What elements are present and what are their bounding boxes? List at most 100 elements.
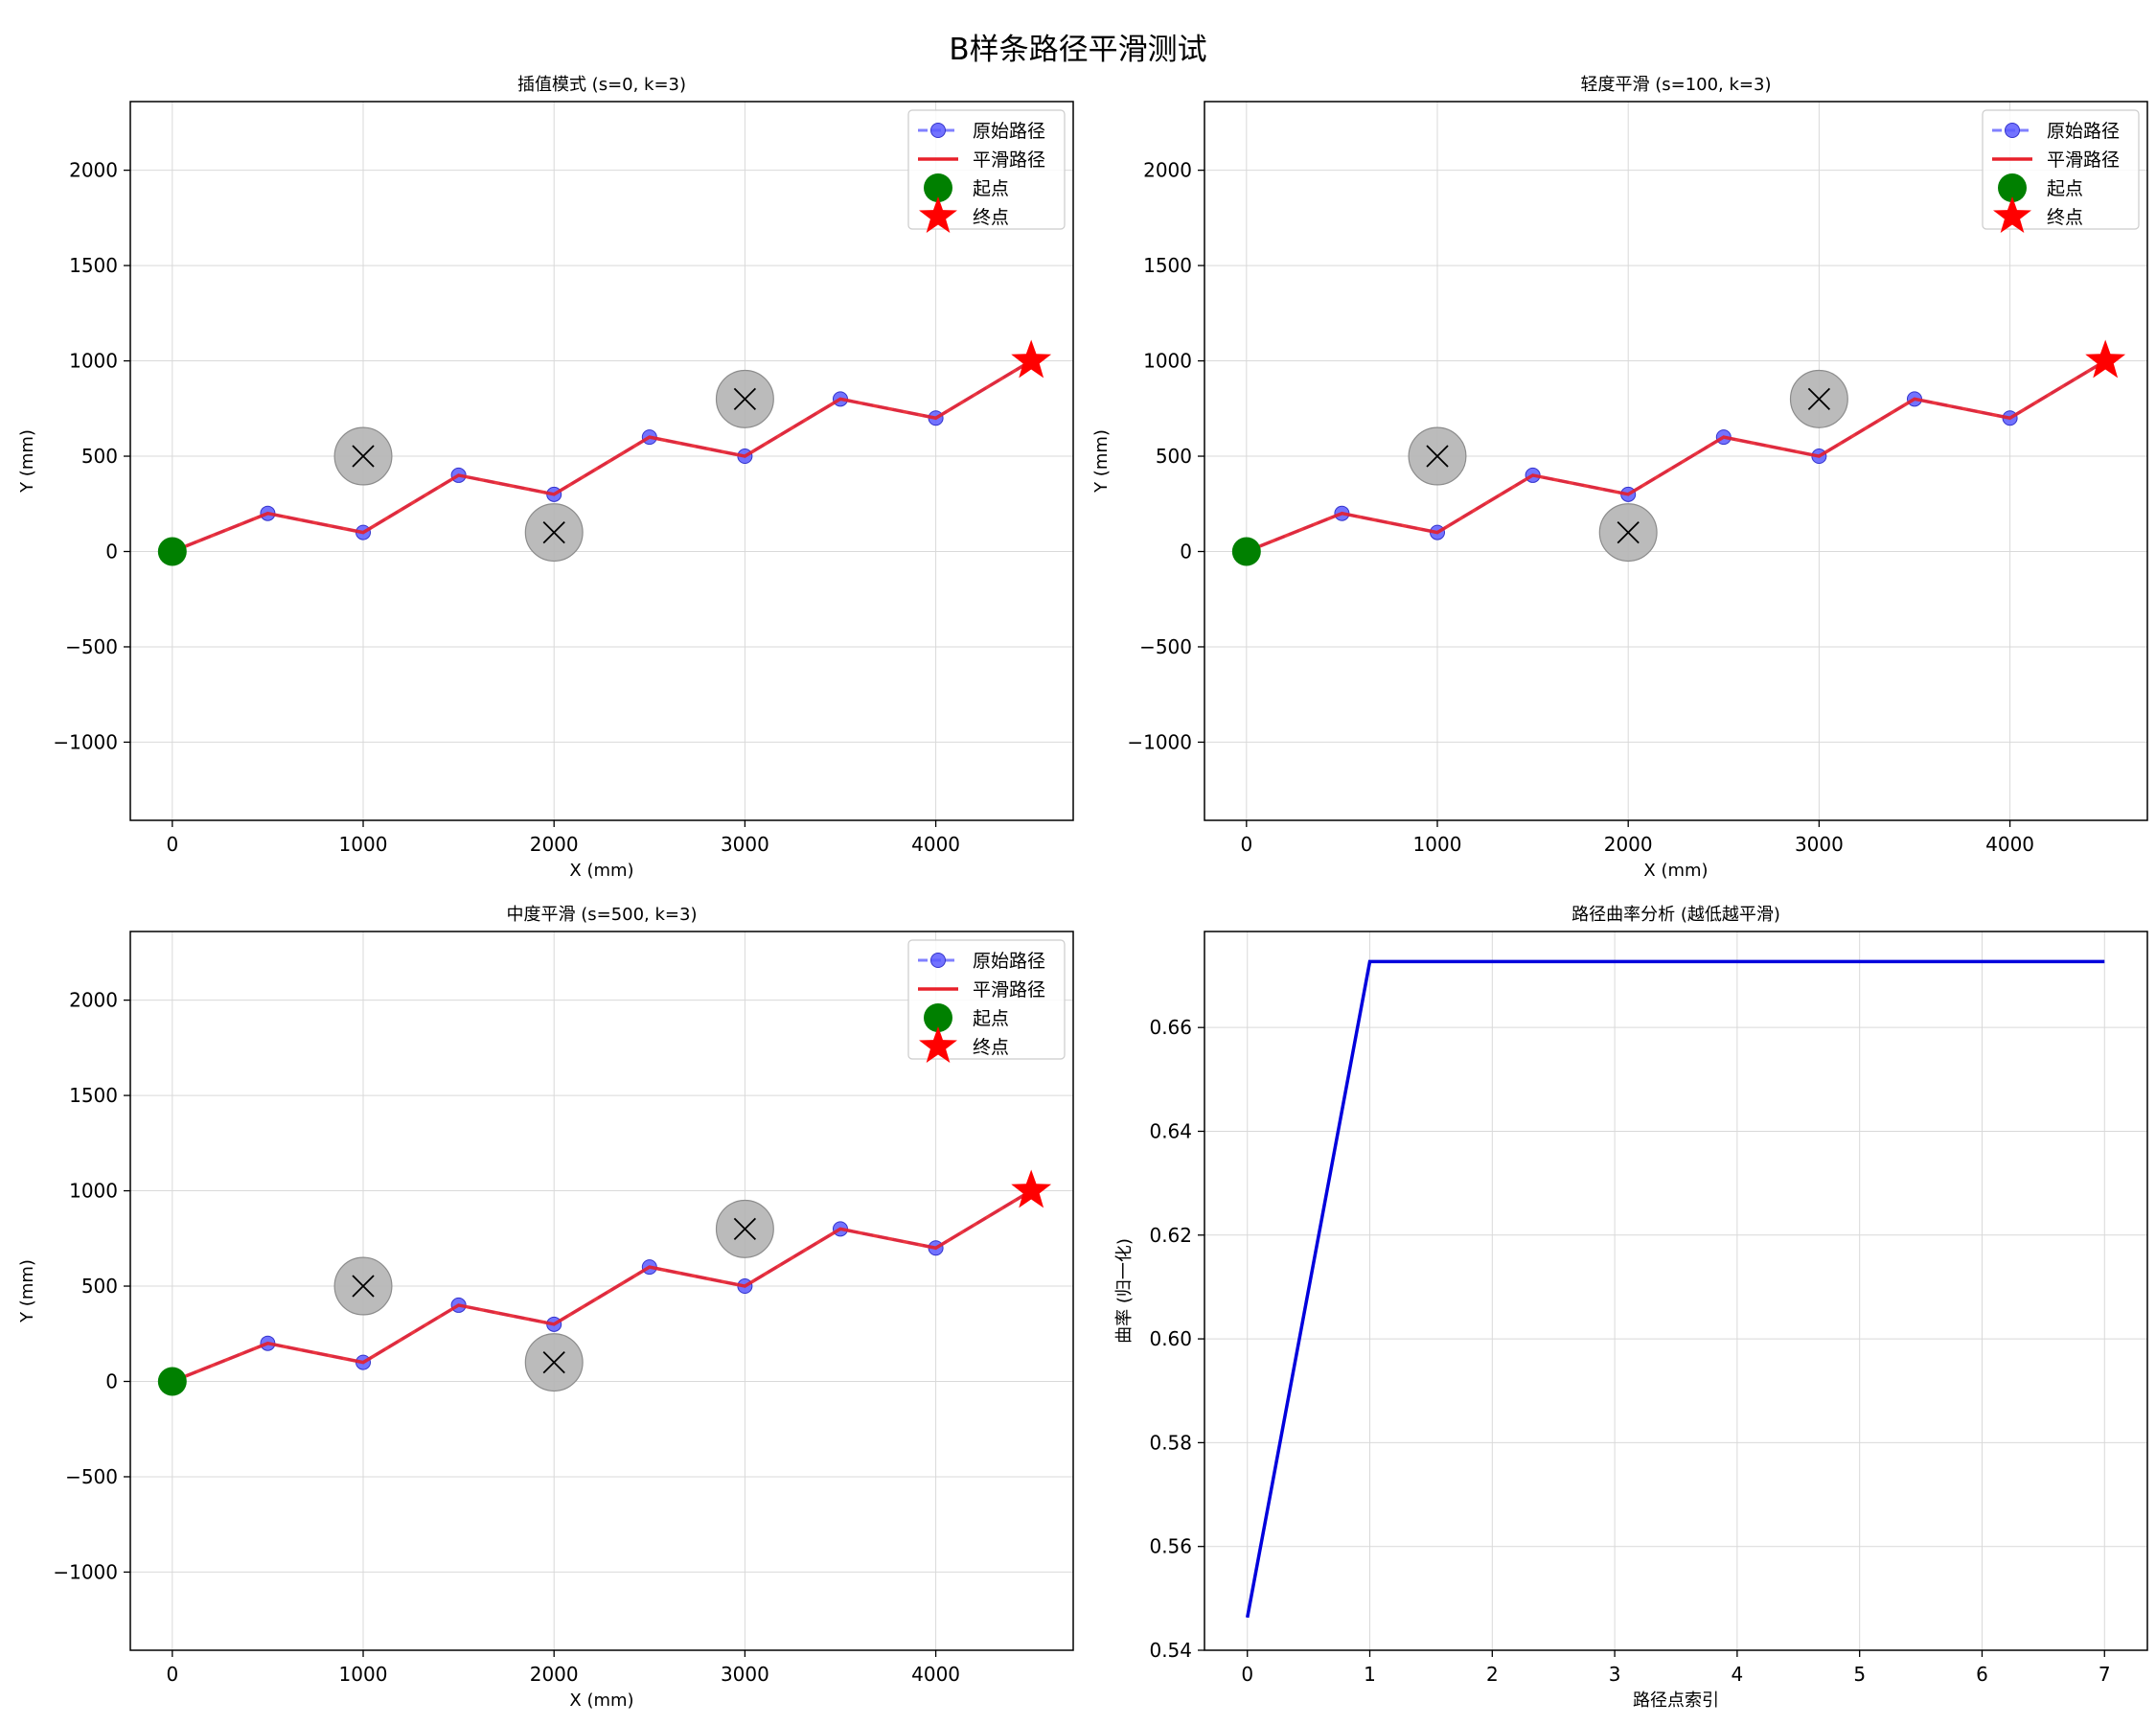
y-tick-label: 2000 [1143, 159, 1192, 182]
subplot-light-smoothing: 0 1000 2000 3000 4000 −1000 −500 0 500 1000 1500 20… [1091, 75, 2148, 881]
x-tick-label: 2000 [530, 833, 579, 856]
x-tick-label: 2000 [1604, 833, 1653, 856]
plot-area [1246, 959, 2105, 1619]
obstacle-center-mark [733, 387, 757, 410]
y-tick-label: −1000 [53, 730, 118, 753]
figure-title: B样条路径平滑测试 [949, 33, 1206, 67]
plot-area [157, 1169, 1052, 1396]
obstacle-center-mark [733, 1217, 757, 1240]
legend-end-label: 终点 [973, 1037, 1009, 1058]
legend-smoothed-label: 平滑路径 [973, 979, 1045, 1000]
subplot-title: 路径曲率分析 (越低越平滑) [1571, 905, 1780, 925]
x-axis-label: X (mm) [569, 861, 633, 881]
legend-end-label: 终点 [2047, 207, 2083, 228]
y-tick-label: −1000 [1127, 730, 1192, 753]
start-point [157, 537, 187, 566]
x-tick-label: 2 [1486, 1663, 1499, 1686]
y-axis-label: Y (mm) [17, 429, 37, 494]
legend-end-marker [919, 196, 957, 233]
subplot-title: 中度平滑 (s=500, k=3) [507, 905, 698, 925]
obstacle-center-mark [352, 1275, 375, 1298]
x-tick-label: 4000 [911, 833, 960, 856]
grid [1204, 932, 2147, 1651]
y-tick-label: 0.56 [1149, 1535, 1192, 1558]
y-tick-label: 0.62 [1149, 1224, 1192, 1247]
grid [130, 102, 1073, 820]
x-tick-label: 0 [166, 1663, 178, 1686]
x-axis-label: X (mm) [1643, 861, 1708, 881]
obstacle-center-mark [542, 520, 565, 544]
smoothed-path-line [172, 1189, 1033, 1384]
y-axis-label: Y (mm) [1091, 429, 1112, 494]
axes-frame [129, 931, 1074, 1651]
smoothed-path-line [1246, 359, 2107, 554]
y-tick-label: 1500 [69, 1084, 118, 1107]
legend-original-marker [2005, 123, 2020, 138]
plot-area [157, 339, 1052, 566]
x-tick-label: 6 [1976, 1663, 1988, 1686]
y-tick-label: 500 [81, 445, 118, 468]
start-point [157, 1367, 187, 1396]
y-tick-label: −1000 [53, 1560, 118, 1583]
end-point-star [2085, 339, 2126, 379]
x-tick-label: 0 [166, 833, 178, 856]
legend-original-label: 原始路径 [2047, 121, 2120, 142]
subplot-interpolation: 0 1000 2000 3000 4000 −1000 −500 0 500 1000 1500 20… [17, 75, 1074, 881]
subplot-curvature-analysis: 0 1 2 3 4 5 6 7 0.54 0.56 0.58 0.60 0.62 0.64 0.66 路径曲率… [1114, 905, 2148, 1711]
y-tick-label: 1000 [69, 350, 118, 373]
y-tick-label: 0 [105, 1369, 118, 1392]
subplot-medium-smoothing: 0 1000 2000 3000 4000 −1000 −500 0 500 1000 1500 20… [17, 905, 1074, 1711]
y-tick-label: 0.60 [1149, 1327, 1192, 1350]
legend-start-marker [924, 173, 952, 202]
legend-box [907, 109, 1066, 230]
x-tick-label: 7 [2099, 1663, 2111, 1686]
x-tick-label: 1000 [339, 1663, 388, 1686]
y-tick-label: 1500 [69, 254, 118, 277]
subplot-title: 轻度平滑 (s=100, k=3) [1581, 75, 1772, 95]
x-tick-label: 4 [1732, 1663, 1744, 1686]
y-tick-label: 1000 [1143, 350, 1192, 373]
y-tick-label: 0 [105, 540, 118, 563]
legend-box [1982, 109, 2140, 230]
legend-start-label: 起点 [973, 178, 1009, 199]
obstacle-center-mark [542, 1350, 565, 1374]
legend-smoothed-label: 平滑路径 [2047, 150, 2120, 171]
obstacle-center-mark [352, 445, 375, 468]
legend-smoothed-label: 平滑路径 [973, 150, 1045, 171]
x-tick-label: 3 [1609, 1663, 1621, 1686]
x-tick-label: 1000 [339, 833, 388, 856]
obstacle-center-mark [1807, 387, 1831, 410]
obstacle-center-mark [1617, 520, 1640, 544]
axes-frame [129, 101, 1074, 821]
end-point-star [1011, 339, 1052, 379]
legend-end-marker [919, 1026, 957, 1063]
y-tick-label: 0.64 [1149, 1119, 1192, 1142]
x-tick-label: 3000 [721, 833, 769, 856]
legend-start-marker [1998, 173, 2027, 202]
legend-start-marker [924, 1003, 952, 1032]
x-tick-label: 3000 [1795, 833, 1844, 856]
x-axis-label: 路径点索引 [1633, 1690, 1719, 1711]
y-tick-label: 0 [1180, 540, 1192, 563]
y-tick-label: −500 [65, 1465, 118, 1488]
x-tick-label: 0 [1241, 1663, 1253, 1686]
y-axis-label: Y (mm) [17, 1259, 37, 1323]
axes-frame [1204, 101, 2148, 821]
y-tick-label: 0.54 [1149, 1639, 1192, 1662]
obstacle-center-mark [1426, 445, 1449, 468]
legend-end-marker [1993, 196, 2031, 233]
legend-start-label: 起点 [2047, 178, 2083, 199]
legend-original-label: 原始路径 [973, 951, 1045, 972]
smoothed-path-line [172, 359, 1033, 554]
x-axis-label: X (mm) [569, 1690, 633, 1711]
curvature-line [1246, 959, 2105, 1619]
start-point [1231, 537, 1261, 566]
legend-box [907, 939, 1066, 1060]
legend-original-marker [930, 123, 946, 138]
subplot-title: 插值模式 (s=0, k=3) [517, 75, 686, 95]
legend-original-label: 原始路径 [973, 121, 1045, 142]
